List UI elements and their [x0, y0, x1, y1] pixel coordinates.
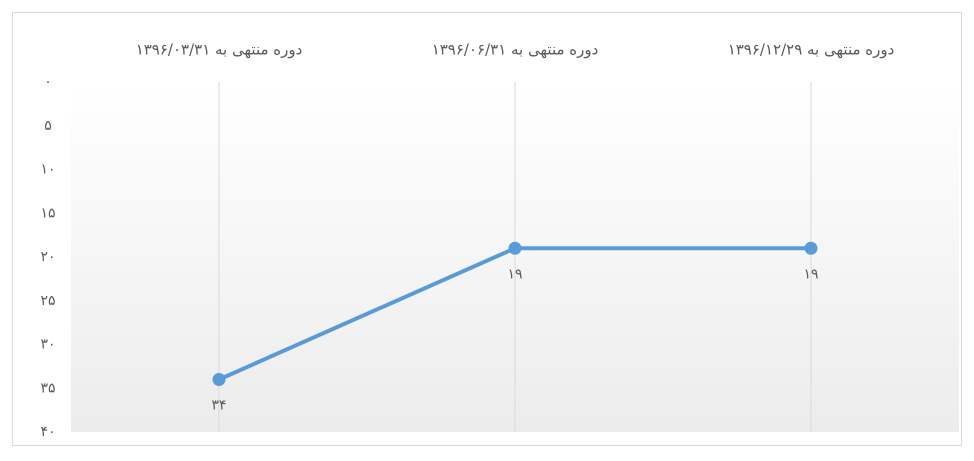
- y-tick-label: ۲۰: [40, 249, 55, 265]
- data-label: ۱۹: [507, 266, 522, 282]
- y-tick-label: ۳۰: [40, 337, 55, 353]
- y-tick-label: ۵: [44, 118, 52, 134]
- y-tick-label: ۱۵: [40, 205, 55, 221]
- point: [212, 373, 226, 386]
- y-tick-label: ۳۵: [40, 380, 55, 396]
- point: [508, 241, 522, 255]
- data-label: ۱۹: [803, 266, 818, 282]
- y-tick-label: ۲۵: [40, 293, 55, 309]
- x-tick-label: دوره منتهی به ۱۳۹۶/۱۲/۲۹: [728, 41, 895, 59]
- y-tick-label: ۴۰: [40, 424, 55, 440]
- point: [804, 241, 818, 255]
- x-tick-label: دوره منتهی به ۱۳۹۶/۰۳/۳۱: [136, 41, 303, 59]
- y-tick-label: ۱۰: [40, 162, 55, 178]
- data-label: ۳۴: [211, 398, 226, 414]
- y-tick-label: ۰: [44, 74, 52, 90]
- x-tick-label: دوره منتهی به ۱۳۹۶/۰۶/۳۱: [432, 41, 599, 59]
